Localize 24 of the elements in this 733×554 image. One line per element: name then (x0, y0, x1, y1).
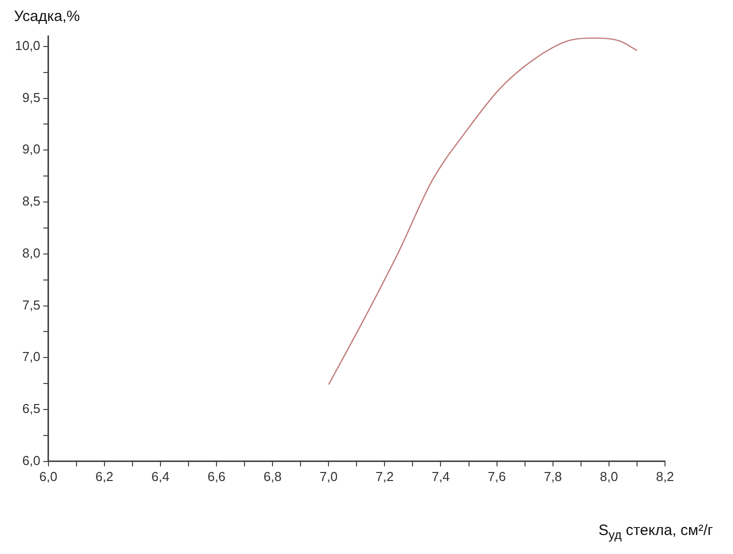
y-tick-label: 7,0 (22, 349, 40, 364)
y-tick-label: 9,0 (22, 142, 40, 157)
y-tick-label: 6,5 (22, 401, 40, 416)
x-tick-label: 6,8 (264, 468, 282, 484)
x-tick-label: 8,0 (600, 468, 618, 484)
y-tick-label: 7,5 (22, 297, 40, 312)
x-tick-label: 7,4 (432, 468, 450, 484)
x-tick-label: 7,0 (320, 468, 338, 484)
x-tick-label: 7,8 (544, 468, 562, 484)
y-tick-label: 10,0 (14, 38, 40, 53)
y-tick-label: 6,0 (22, 452, 40, 468)
x-tick-label: 7,2 (376, 468, 394, 484)
x-tick-label: 8,2 (656, 468, 674, 484)
line-series (328, 37, 638, 386)
x-tick-label: 7,6 (488, 468, 506, 484)
x-tick-label: 6,4 (151, 468, 170, 484)
y-axis-title: Усадка,% (14, 8, 80, 25)
y-tick-label: 9,5 (22, 90, 40, 105)
y-tick-label: 8,0 (22, 245, 40, 260)
x-tick-label: 6,6 (207, 468, 226, 484)
x-tick-label: 6,2 (95, 468, 114, 484)
y-tick-label: 8,5 (22, 194, 40, 209)
x-axis-title: S$_{уд}$ стекла, см²/г (598, 522, 713, 542)
x-tick-label: 6,0 (39, 468, 58, 484)
